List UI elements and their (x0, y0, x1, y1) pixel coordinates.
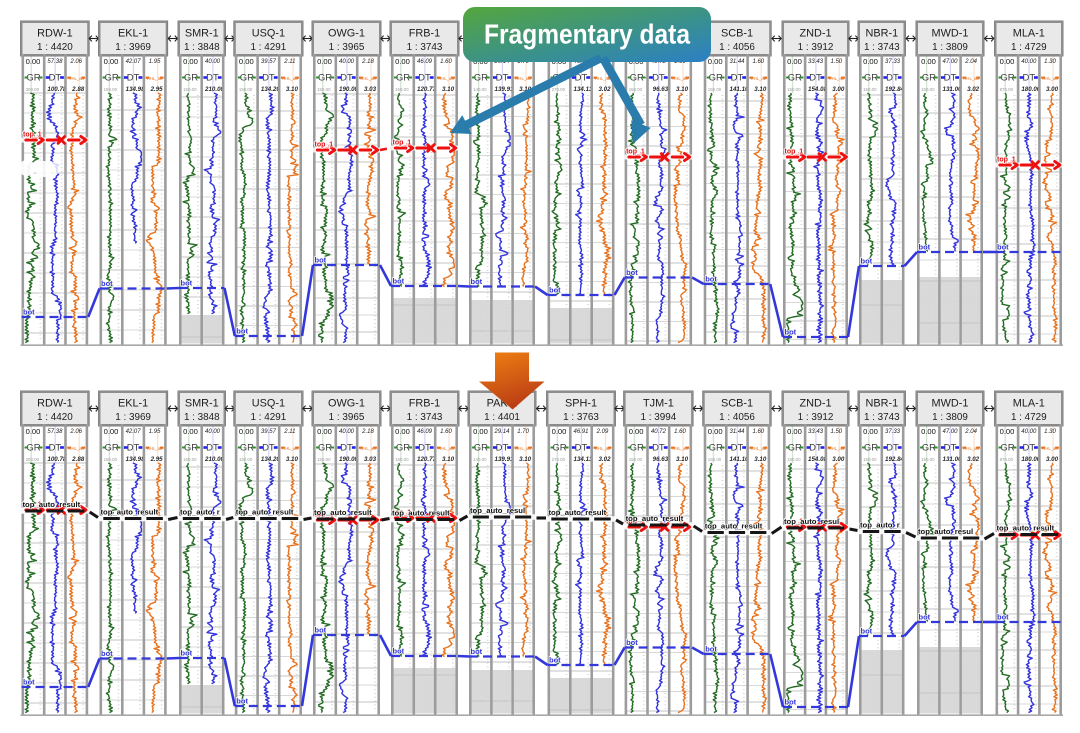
svg-text:top_auto_resul: top_auto_resul (470, 506, 525, 515)
svg-text:top_auto_result: top_auto_result (705, 522, 763, 531)
svg-text:top_auto_resul: top_auto_resul (918, 527, 973, 536)
svg-text:top_auto_result: top_auto_result (997, 524, 1055, 533)
svg-text:top_auto_result: top_auto_result (392, 509, 450, 518)
svg-text:Fragmentary data: Fragmentary data (484, 19, 690, 50)
svg-text:top_auto_result: top_auto_result (626, 514, 684, 523)
svg-text:top_auto_result: top_auto_result (101, 508, 159, 517)
svg-text:top_auto_resul: top_auto_resul (784, 517, 839, 526)
svg-text:top_auto_r: top_auto_r (180, 508, 220, 517)
svg-text:top_auto_result: top_auto_result (549, 508, 607, 517)
svg-text:top_auto_result: top_auto_result (236, 508, 294, 517)
svg-text:top_auto_result: top_auto_result (314, 508, 372, 517)
svg-text:top_auto_r: top_auto_r (860, 521, 900, 530)
svg-text:top_auto_result: top_auto_result (23, 500, 81, 509)
